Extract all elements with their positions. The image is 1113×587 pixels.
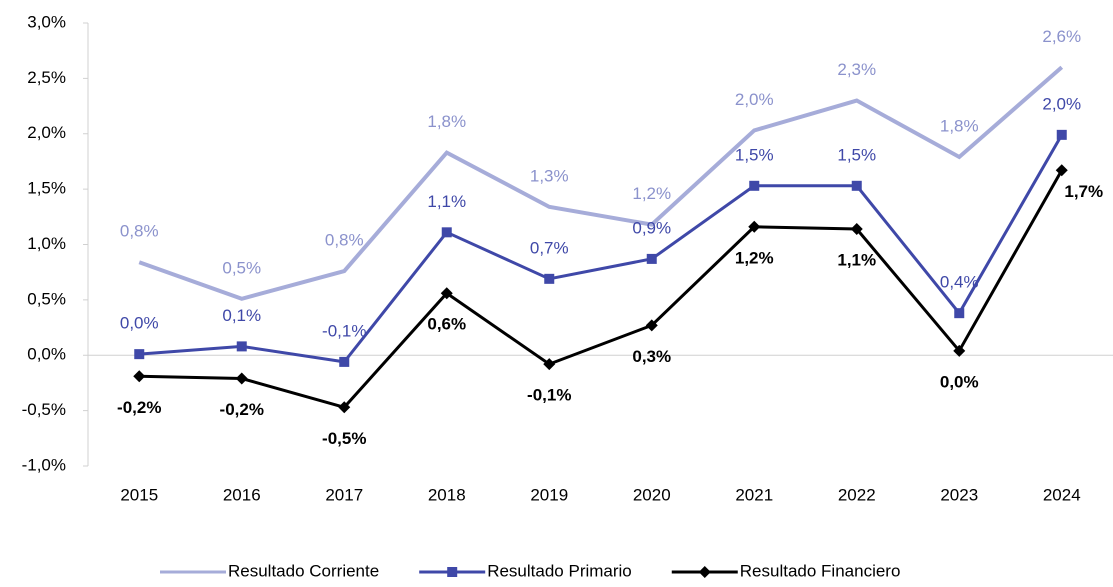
y-tick-label: 1,0% <box>27 234 66 253</box>
series-line <box>139 134 1064 364</box>
marker <box>339 356 350 367</box>
marker <box>698 566 711 578</box>
data-label: 1,2% <box>632 184 671 203</box>
data-label: -0,1% <box>322 321 366 340</box>
marker <box>748 220 761 233</box>
y-tick-label: 0,0% <box>27 345 66 364</box>
x-tick-label: 2018 <box>428 485 466 504</box>
y-tick-label: 0,5% <box>27 289 66 308</box>
x-tick-label: 2017 <box>325 485 363 504</box>
x-tick-label: 2015 <box>120 485 158 504</box>
data-label: 2,0% <box>1042 94 1081 113</box>
data-label: 1,3% <box>530 166 569 185</box>
data-label: 0,1% <box>222 306 261 325</box>
data-label: 0,8% <box>325 231 364 250</box>
legend-label: Resultado Primario <box>487 561 632 580</box>
data-label: 2,6% <box>1042 27 1081 46</box>
data-label: 0,5% <box>222 258 261 277</box>
y-tick-label: -0,5% <box>22 400 66 419</box>
y-tick-label: -1,0% <box>22 455 66 474</box>
data-label: 1,5% <box>837 145 876 164</box>
data-label: 0,4% <box>940 273 979 292</box>
data-label: -0,2% <box>220 400 264 419</box>
data-label: 1,1% <box>837 250 876 269</box>
marker <box>543 358 556 371</box>
x-tick-label: 2024 <box>1043 485 1081 504</box>
marker <box>235 372 248 385</box>
marker <box>338 401 351 414</box>
marker <box>646 253 657 264</box>
marker <box>850 222 863 235</box>
marker <box>236 341 247 352</box>
marker <box>749 180 760 191</box>
y-tick-label: 2,5% <box>27 68 66 87</box>
data-label: 2,0% <box>735 90 774 109</box>
data-label: 0,3% <box>632 347 671 366</box>
data-label: 1,7% <box>1064 182 1103 201</box>
y-tick-label: 2,0% <box>27 123 66 142</box>
marker <box>1055 164 1068 177</box>
data-label: 0,6% <box>427 315 466 334</box>
marker <box>645 319 658 332</box>
x-tick-label: 2020 <box>633 485 671 504</box>
marker <box>954 308 965 319</box>
y-tick-label: 1,5% <box>27 179 66 198</box>
data-label: 1,5% <box>735 145 774 164</box>
marker <box>1056 129 1067 140</box>
series-line <box>139 169 1064 409</box>
legend-label: Resultado Financiero <box>740 561 901 580</box>
data-label: 1,2% <box>735 248 774 267</box>
data-label: -0,1% <box>527 386 571 405</box>
marker <box>441 227 452 238</box>
data-label: 2,3% <box>837 60 876 79</box>
x-tick-label: 2016 <box>223 485 261 504</box>
x-tick-label: 2019 <box>530 485 568 504</box>
marker <box>544 273 555 284</box>
data-label: 0,0% <box>120 314 159 333</box>
data-label: 0,0% <box>940 372 979 391</box>
marker <box>953 344 966 357</box>
data-label: 0,7% <box>530 238 569 257</box>
data-label: 0,9% <box>632 218 671 237</box>
x-tick-label: 2023 <box>940 485 978 504</box>
marker <box>447 567 458 577</box>
data-label: 1,8% <box>427 112 466 131</box>
y-tick-label: 3,0% <box>27 12 66 31</box>
series-line <box>138 65 1064 301</box>
data-label: 1,1% <box>427 192 466 211</box>
data-label: 1,8% <box>940 116 979 135</box>
marker <box>134 349 145 360</box>
marker <box>133 370 146 383</box>
legend-label: Resultado Corriente <box>228 561 379 580</box>
x-tick-label: 2022 <box>838 485 876 504</box>
data-label: -0,5% <box>322 429 366 448</box>
marker <box>851 180 862 191</box>
data-label: -0,2% <box>117 398 161 417</box>
marker <box>440 287 453 300</box>
data-label: 0,8% <box>120 222 159 241</box>
x-tick-label: 2021 <box>735 485 773 504</box>
